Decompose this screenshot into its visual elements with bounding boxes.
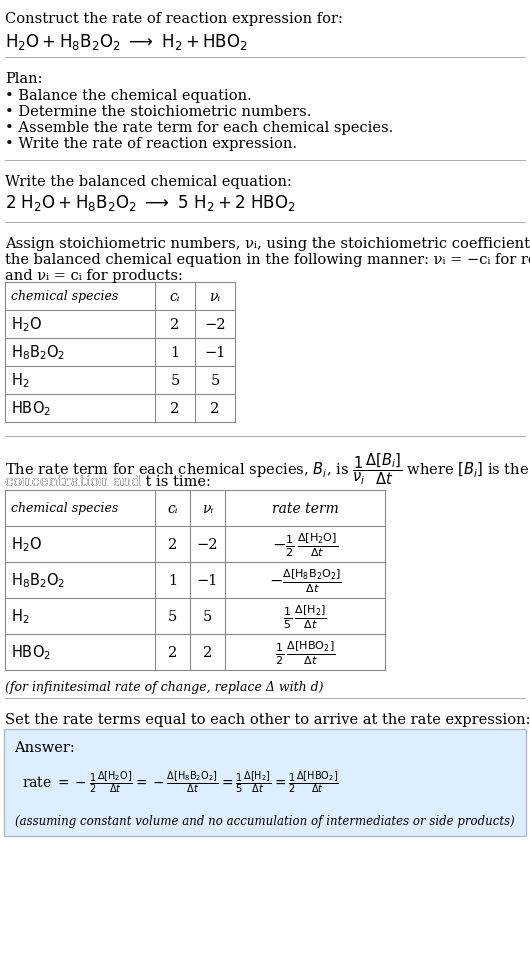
Text: 2: 2 <box>203 646 212 659</box>
Text: −2: −2 <box>197 537 218 551</box>
Text: 2: 2 <box>170 318 180 331</box>
Text: $-\frac{1}{2}\,\frac{\Delta[\mathrm{H_2O}]}{\Delta t}$: $-\frac{1}{2}\,\frac{\Delta[\mathrm{H_2O… <box>272 531 338 559</box>
Text: Assign stoichiometric numbers, νᵢ, using the stoichiometric coefficients, cᵢ, fr: Assign stoichiometric numbers, νᵢ, using… <box>5 236 530 251</box>
Text: −1: −1 <box>197 573 218 587</box>
Text: Plan:: Plan: <box>5 72 42 86</box>
FancyBboxPatch shape <box>4 729 526 836</box>
Text: • Determine the stoichiometric numbers.: • Determine the stoichiometric numbers. <box>5 105 312 119</box>
Text: 5: 5 <box>203 610 212 623</box>
Text: Answer:: Answer: <box>14 741 75 754</box>
Text: $\mathrm{H_8B_2O_2}$: $\mathrm{H_8B_2O_2}$ <box>11 572 65 590</box>
Text: νᵢ: νᵢ <box>202 501 213 516</box>
Text: the balanced chemical equation in the following manner: νᵢ = −cᵢ for reactants: the balanced chemical equation in the fo… <box>5 253 530 267</box>
Text: 2: 2 <box>168 537 177 551</box>
Text: −1: −1 <box>204 346 226 360</box>
Text: $\mathrm{H_2}$: $\mathrm{H_2}$ <box>11 607 30 625</box>
Text: concentration and: concentration and <box>5 475 146 488</box>
Text: $\mathrm{HBO_2}$: $\mathrm{HBO_2}$ <box>11 643 51 661</box>
Text: concentration and t is time:: concentration and t is time: <box>5 475 211 488</box>
Text: (assuming constant volume and no accumulation of intermediates or side products): (assuming constant volume and no accumul… <box>15 814 515 828</box>
Text: cᵢ: cᵢ <box>167 501 178 516</box>
Text: 2: 2 <box>210 402 219 415</box>
Text: $\frac{1}{2}\,\frac{\Delta[\mathrm{HBO_2}]}{\Delta t}$: $\frac{1}{2}\,\frac{\Delta[\mathrm{HBO_2… <box>275 638 335 666</box>
Text: $\mathrm{H_2O}$: $\mathrm{H_2O}$ <box>11 316 42 334</box>
Text: chemical species: chemical species <box>11 502 118 515</box>
Text: −2: −2 <box>204 318 226 331</box>
Text: Construct the rate of reaction expression for:: Construct the rate of reaction expressio… <box>5 12 343 26</box>
Text: νᵢ: νᵢ <box>209 290 220 304</box>
Text: $\mathrm{H_2O + H_8B_2O_2 \ \longrightarrow \ H_2 + HBO_2}$: $\mathrm{H_2O + H_8B_2O_2 \ \longrightar… <box>5 32 248 52</box>
Text: Write the balanced chemical equation:: Write the balanced chemical equation: <box>5 175 292 189</box>
Text: $\frac{1}{5}\,\frac{\Delta[\mathrm{H_2}]}{\Delta t}$: $\frac{1}{5}\,\frac{\Delta[\mathrm{H_2}]… <box>283 603 327 630</box>
Text: 5: 5 <box>170 373 180 388</box>
Text: rate $= -\frac{1}{2}\frac{\Delta[\mathrm{H_2O}]}{\Delta t} = -\frac{\Delta[\math: rate $= -\frac{1}{2}\frac{\Delta[\mathrm… <box>22 768 339 794</box>
Text: $\mathrm{H_2O}$: $\mathrm{H_2O}$ <box>11 535 42 554</box>
Text: 1: 1 <box>168 573 177 587</box>
Text: rate term: rate term <box>271 501 338 516</box>
Text: $\mathrm{H_2}$: $\mathrm{H_2}$ <box>11 371 30 390</box>
Text: cᵢ: cᵢ <box>170 290 180 304</box>
Text: 2: 2 <box>168 646 177 659</box>
Text: (for infinitesimal rate of change, replace Δ with d): (for infinitesimal rate of change, repla… <box>5 680 323 694</box>
Text: 5: 5 <box>210 373 219 388</box>
Text: The rate term for each chemical species, $B_i$, is $\dfrac{1}{\nu_i}\dfrac{\Delt: The rate term for each chemical species,… <box>5 450 530 487</box>
Text: $\mathrm{2\ H_2O + H_8B_2O_2 \ \longrightarrow \ 5\ H_2 + 2\ HBO_2}$: $\mathrm{2\ H_2O + H_8B_2O_2 \ \longrigh… <box>5 192 296 213</box>
Text: • Balance the chemical equation.: • Balance the chemical equation. <box>5 89 252 103</box>
Text: Set the rate terms equal to each other to arrive at the rate expression:: Set the rate terms equal to each other t… <box>5 712 530 726</box>
Text: • Write the rate of reaction expression.: • Write the rate of reaction expression. <box>5 137 297 150</box>
Text: $-\frac{\Delta[\mathrm{H_8B_2O_2}]}{\Delta t}$: $-\frac{\Delta[\mathrm{H_8B_2O_2}]}{\Del… <box>269 567 341 594</box>
Text: 5: 5 <box>168 610 177 623</box>
Text: concentration and: concentration and <box>5 475 146 488</box>
Text: 1: 1 <box>171 346 180 360</box>
Text: and νᵢ = cᵢ for products:: and νᵢ = cᵢ for products: <box>5 269 183 282</box>
Text: 2: 2 <box>170 402 180 415</box>
Text: chemical species: chemical species <box>11 290 118 303</box>
Text: • Assemble the rate term for each chemical species.: • Assemble the rate term for each chemic… <box>5 121 393 135</box>
Text: $\mathrm{H_8B_2O_2}$: $\mathrm{H_8B_2O_2}$ <box>11 343 65 362</box>
Text: $\mathrm{HBO_2}$: $\mathrm{HBO_2}$ <box>11 400 51 418</box>
